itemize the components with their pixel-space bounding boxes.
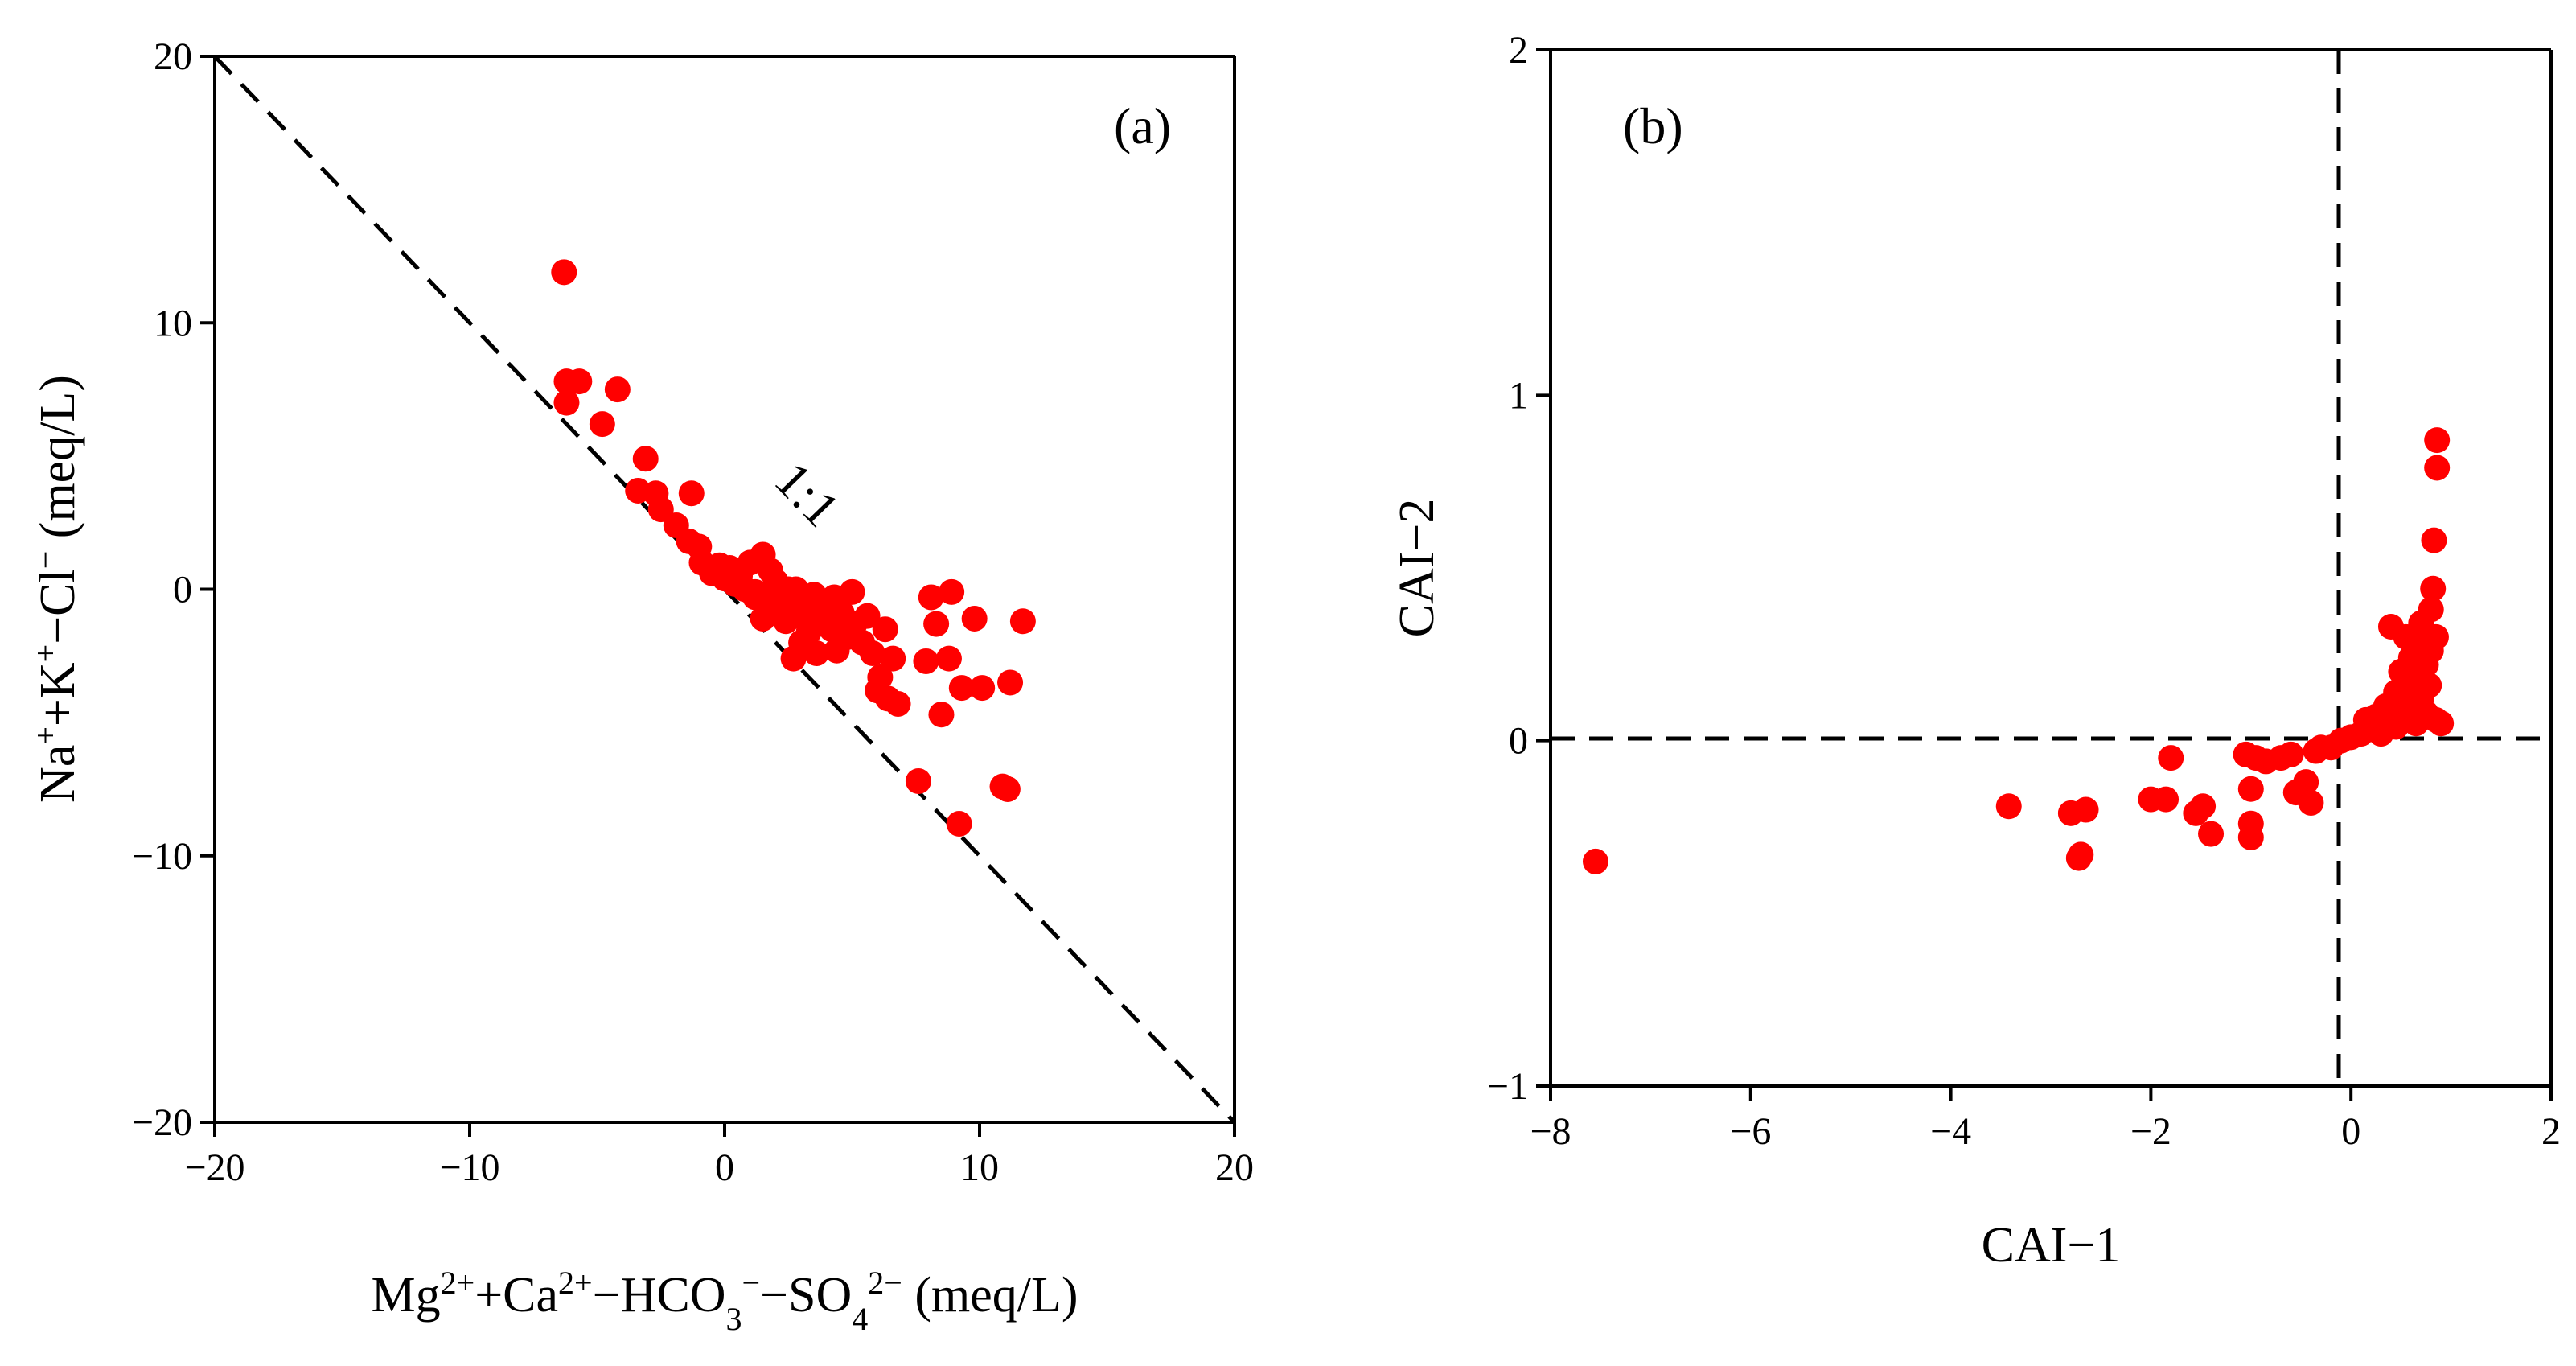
scatter-point-a-60 — [994, 776, 1021, 802]
scatter-point-a-49 — [918, 584, 944, 611]
x-tick-label-b-3: −2 — [2130, 1110, 2171, 1153]
scatter-point-a-48 — [913, 648, 939, 674]
y-tick-label-a-0: −20 — [132, 1101, 192, 1144]
scatter-point-a-38 — [780, 645, 807, 672]
scatter-point-a-51 — [939, 578, 965, 605]
x-axis-title-b: CAI−1 — [1982, 1218, 2121, 1273]
scatter-point-a-71 — [750, 605, 776, 632]
scatter-point-b-21 — [2293, 769, 2319, 796]
x-tick-label-b-1: −6 — [1730, 1110, 1771, 1153]
scatter-point-a-5 — [589, 411, 615, 438]
scatter-point-a-52 — [935, 645, 962, 672]
y-axis-title-b: CAI−2 — [1390, 499, 1444, 638]
scatter-point-a-10 — [647, 496, 674, 523]
scatter-point-b-54 — [2421, 527, 2447, 553]
scatter-point-a-76 — [854, 603, 881, 629]
scatter-point-b-14 — [2237, 776, 2264, 802]
scatter-point-a-9 — [678, 480, 705, 507]
scatter-point-b-19 — [2278, 741, 2304, 767]
x-tick-label-a-0: −20 — [184, 1146, 244, 1189]
scatter-point-a-0 — [551, 259, 577, 286]
scatter-point-a-6 — [632, 446, 659, 472]
scatter-point-b-13 — [2237, 824, 2264, 850]
scatter-point-a-50 — [923, 611, 950, 637]
y-tick-label-a-4: 20 — [154, 35, 192, 78]
reference-line-label: 1:1 — [764, 451, 851, 537]
scatter-point-a-42 — [872, 616, 898, 643]
y-tick-label-a-3: 10 — [154, 302, 192, 344]
y-tick-label-b-3: 2 — [1509, 29, 1528, 72]
scatter-point-a-62 — [905, 768, 931, 794]
x-tick-label-a-2: 0 — [715, 1146, 734, 1189]
scatter-point-a-61 — [946, 811, 972, 837]
scatter-point-b-56 — [2424, 427, 2451, 454]
ticks-b: −8 −6 −4 −2 0 2 −1 0 1 2 — [1487, 29, 2561, 1153]
y-tick-label-b-0: −1 — [1487, 1065, 1528, 1108]
x-tick-label-b-2: −4 — [1930, 1110, 1971, 1153]
scatter-point-a-75 — [821, 584, 848, 611]
x-tick-label-a-3: 10 — [960, 1146, 999, 1189]
x-axis-title-a: Mg2++Ca2+−HCO3−−SO42− (meq/L) — [372, 1265, 1078, 1337]
y-tick-label-a-2: 0 — [173, 569, 192, 611]
scatter-point-b-46 — [2422, 623, 2449, 650]
scatter-point-a-41 — [859, 640, 885, 666]
scatter-point-b-22 — [2298, 789, 2324, 816]
x-tick-label-b-0: −8 — [1530, 1110, 1571, 1153]
scatter-point-b-63 — [2388, 700, 2414, 726]
scatter-point-a-70 — [785, 592, 811, 619]
scatter-point-b-8 — [2158, 745, 2184, 771]
y-tick-label-b-2: 1 — [1509, 374, 1528, 417]
panel-a: −20 −10 0 10 20 −20 −10 0 10 20 (a) 1:1 Mg2++Ca2+… — [27, 35, 1255, 1337]
scatter-point-b-5 — [2068, 841, 2094, 868]
scatter-point-b-3 — [2073, 796, 2099, 823]
scatter-point-a-53 — [928, 702, 955, 728]
scatter-point-b-1 — [1995, 793, 2022, 820]
x-tick-label-a-1: −10 — [439, 1146, 499, 1189]
scatter-point-a-2 — [566, 368, 593, 395]
scatter-point-a-3 — [553, 389, 580, 416]
scatter-point-a-39 — [803, 640, 830, 666]
scatter-point-a-69 — [834, 624, 861, 651]
ticks-a: −20 −10 0 10 20 −20 −10 0 10 20 — [132, 35, 1254, 1189]
scatter-point-a-43 — [880, 645, 906, 672]
scatter-point-a-58 — [1009, 608, 1036, 635]
scatter-point-b-0 — [1582, 848, 1608, 874]
scatter-point-a-47 — [885, 690, 911, 717]
panel-label-b: (b) — [1623, 97, 1683, 154]
scatter-point-b-10 — [2190, 793, 2217, 820]
points-a — [551, 259, 1036, 837]
x-tick-label-a-4: 20 — [1215, 1146, 1254, 1189]
x-tick-label-b-4: 0 — [2341, 1110, 2360, 1153]
scatter-point-a-4 — [604, 376, 631, 403]
scatter-point-a-74 — [795, 619, 822, 645]
x-tick-label-b-5: 2 — [2541, 1110, 2561, 1153]
y-tick-label-a-1: −10 — [132, 835, 192, 878]
panel-label-a: (a) — [1114, 97, 1171, 154]
y-axis-title-a: Na++K+−Cl− (meq/L) — [27, 375, 86, 803]
scatter-point-a-55 — [961, 605, 988, 632]
points-b — [1582, 427, 2455, 874]
scatter-point-a-56 — [969, 675, 996, 702]
scatter-point-b-53 — [2420, 575, 2447, 602]
scatter-point-b-55 — [2424, 455, 2451, 481]
y-tick-label-b-1: 0 — [1509, 720, 1528, 763]
scatter-point-a-57 — [997, 669, 1024, 696]
scatter-point-b-11 — [2198, 821, 2225, 847]
scatter-point-b-50 — [2393, 623, 2419, 650]
scatter-point-a-54 — [948, 675, 975, 702]
scatter-point-a-73 — [706, 552, 733, 578]
scatter-point-b-58 — [2352, 706, 2379, 733]
scatter-point-b-7 — [2153, 786, 2180, 813]
scatter-point-b-62 — [2416, 672, 2442, 698]
panel-b: −8 −6 −4 −2 0 2 −1 0 1 2 (b) CAI−1 CAI−2 — [1390, 29, 2561, 1273]
scatter-point-b-44 — [2418, 596, 2444, 623]
